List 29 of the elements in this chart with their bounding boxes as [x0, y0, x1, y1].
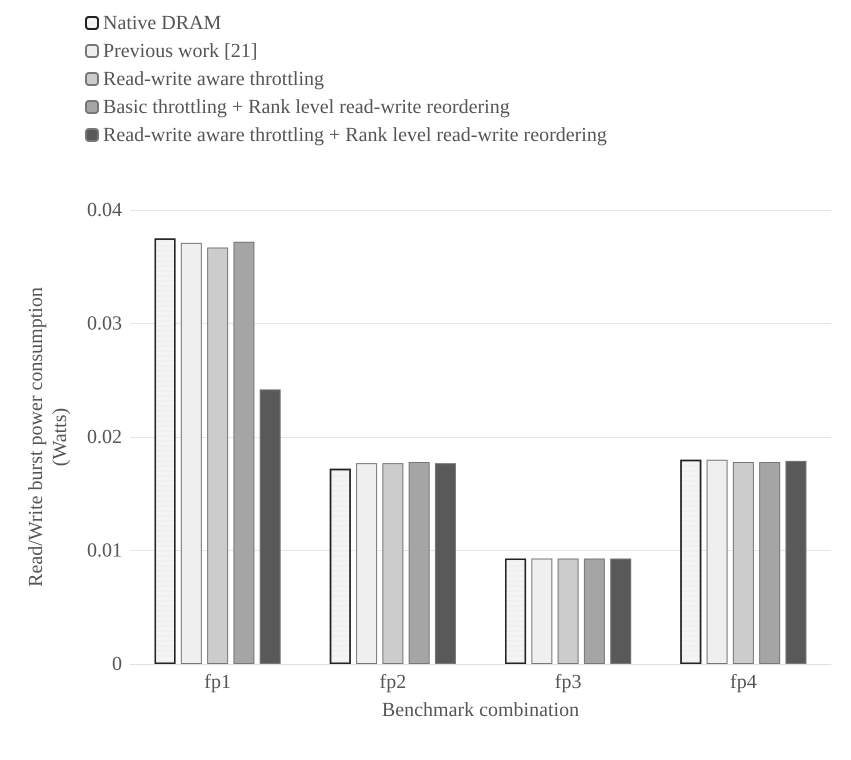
x-axis-title: Benchmark combination [382, 699, 580, 721]
y-tick-label: 0.03 [87, 312, 122, 334]
legend-label: Basic throttling + Rank level read-write reordering [103, 96, 510, 118]
legend-label: Read-write aware throttling [103, 68, 324, 90]
bar [759, 462, 780, 664]
x-tick-label: fp4 [730, 671, 757, 693]
y-tick-label: 0 [112, 653, 122, 675]
bar [558, 558, 579, 664]
bar [732, 462, 754, 664]
bar [584, 558, 605, 664]
y-tick-label: 0.02 [87, 426, 122, 448]
bar [610, 558, 632, 664]
bar [207, 247, 228, 664]
y-axis-title: Read/Write burst power consumption (Watts) [25, 287, 71, 587]
bar [434, 463, 456, 664]
legend-label: Read-write aware throttling + Rank level read-write reordering [103, 124, 607, 146]
legend-label: Previous work [21] [103, 40, 258, 62]
bar [382, 463, 404, 664]
legend-label: Native DRAM [103, 12, 222, 34]
bar [260, 389, 281, 664]
bar [531, 558, 552, 664]
bar [408, 462, 430, 664]
y-tick-label: 0.01 [87, 540, 122, 562]
bar [785, 460, 806, 664]
x-tick-label: fp3 [554, 671, 582, 693]
y-tick-label: 0.04 [87, 199, 122, 221]
x-tick-label: fp2 [380, 671, 406, 693]
bar [233, 242, 254, 664]
x-tick-label: fp1 [204, 671, 231, 693]
